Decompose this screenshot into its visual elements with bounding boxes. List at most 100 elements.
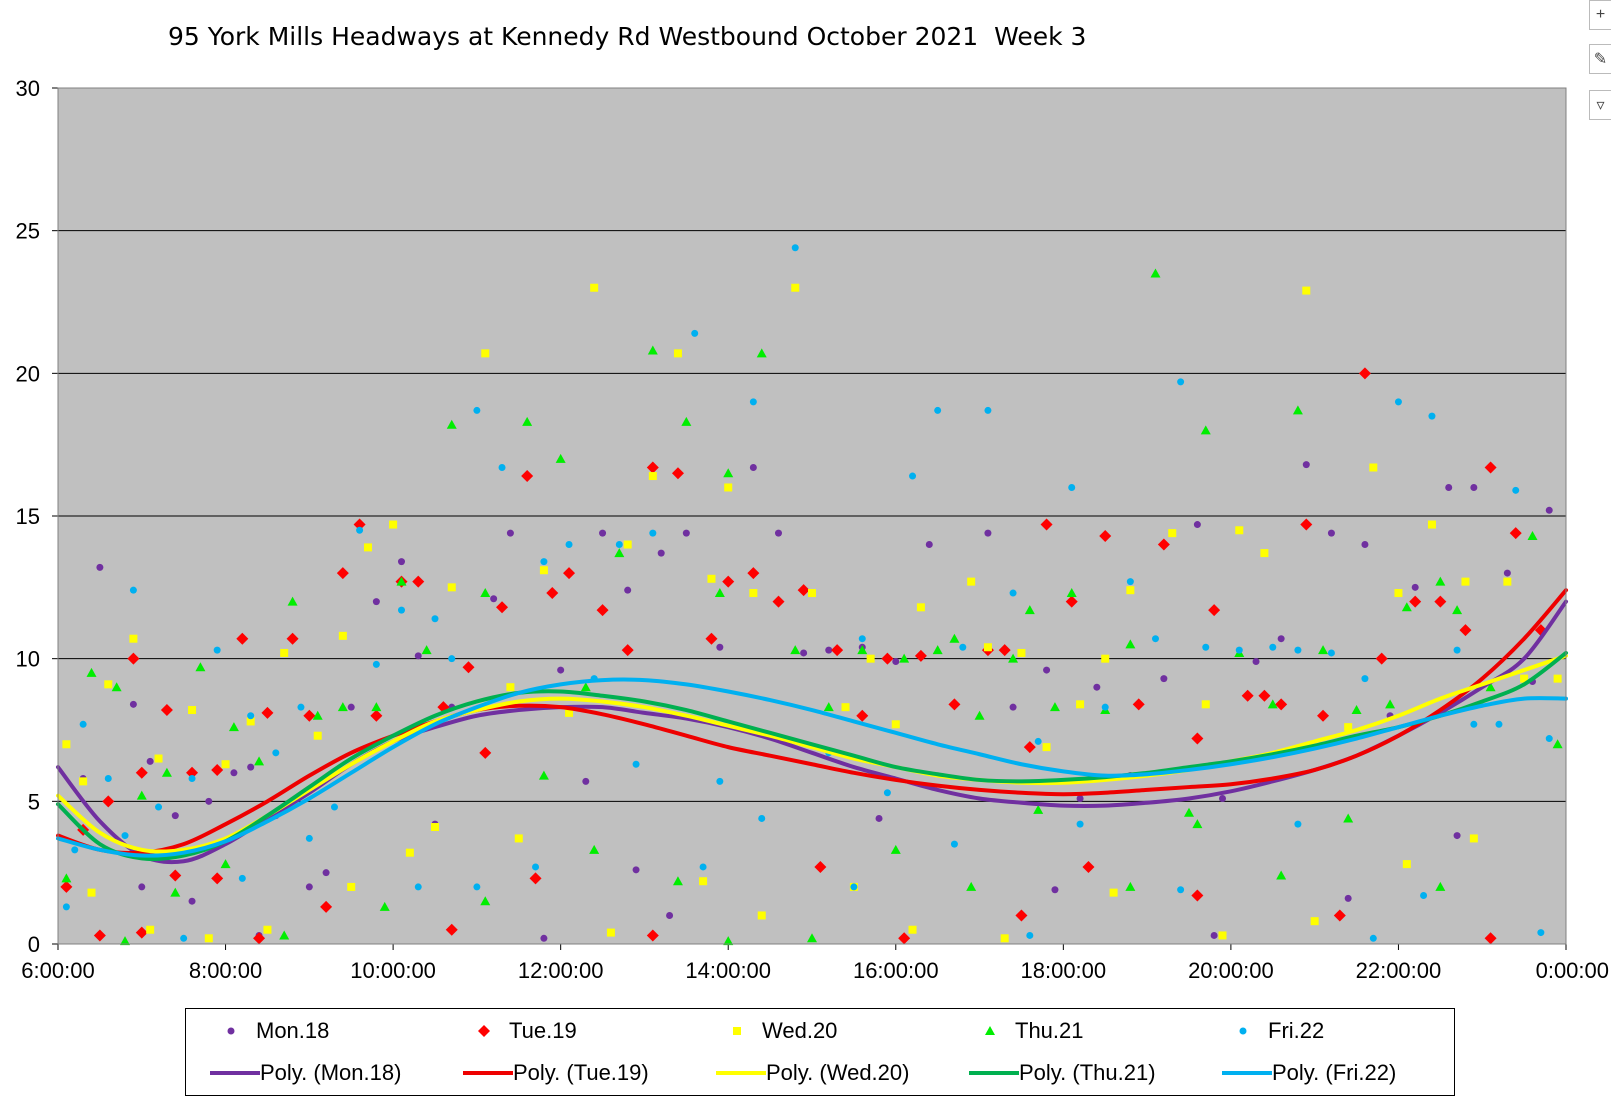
data-point bbox=[1428, 412, 1436, 420]
data-point bbox=[247, 763, 255, 771]
data-point bbox=[699, 877, 708, 886]
data-point bbox=[1068, 483, 1076, 491]
data-point bbox=[1292, 405, 1303, 415]
data-point bbox=[1252, 658, 1260, 666]
data-point bbox=[312, 710, 323, 720]
data-point bbox=[1459, 624, 1472, 637]
series-fri-22 bbox=[62, 244, 1553, 942]
data-point bbox=[473, 883, 481, 891]
data-point bbox=[79, 777, 88, 786]
data-point bbox=[62, 903, 70, 911]
data-point bbox=[881, 652, 894, 665]
data-point bbox=[1150, 268, 1161, 278]
data-point bbox=[529, 872, 542, 885]
data-point bbox=[1394, 398, 1402, 406]
data-point bbox=[1076, 820, 1084, 828]
data-point bbox=[347, 882, 356, 891]
data-point bbox=[1327, 649, 1335, 657]
data-point bbox=[925, 541, 933, 549]
y-tick-label: 5 bbox=[28, 789, 40, 814]
x-tick-label: 22:00:00 bbox=[1356, 958, 1442, 983]
data-point bbox=[1191, 732, 1204, 745]
data-point bbox=[757, 911, 766, 920]
data-point bbox=[672, 876, 683, 886]
data-point bbox=[646, 929, 659, 942]
data-point bbox=[856, 709, 869, 722]
data-point bbox=[899, 653, 910, 663]
data-point bbox=[1235, 526, 1244, 535]
data-point bbox=[1235, 646, 1243, 654]
data-point bbox=[532, 863, 540, 871]
data-point bbox=[1157, 538, 1170, 551]
data-point bbox=[1193, 521, 1201, 529]
data-point bbox=[909, 472, 917, 480]
brush-icon[interactable]: ✎ bbox=[1589, 44, 1611, 74]
data-point bbox=[563, 567, 576, 580]
x-tick-label: 6:00:00 bbox=[21, 958, 94, 983]
data-point bbox=[211, 763, 224, 776]
data-point bbox=[722, 575, 735, 588]
data-point bbox=[120, 936, 131, 946]
trendline-poly-fri-22 bbox=[56, 677, 1568, 858]
legend-label: Poly. (Fri.22) bbox=[1272, 1060, 1397, 1085]
data-point bbox=[1553, 674, 1562, 683]
data-point bbox=[934, 406, 942, 414]
data-point bbox=[998, 644, 1011, 657]
data-point bbox=[1177, 378, 1185, 386]
data-point bbox=[774, 529, 782, 537]
data-point bbox=[104, 680, 113, 689]
y-tick-label: 30 bbox=[16, 76, 40, 101]
data-point bbox=[414, 883, 422, 891]
data-point bbox=[389, 520, 398, 529]
data-point bbox=[724, 483, 733, 492]
data-point bbox=[984, 529, 992, 537]
data-point bbox=[320, 900, 333, 913]
legend-item: Poly. (Mon.18) bbox=[210, 1053, 401, 1093]
plus-icon[interactable]: + bbox=[1589, 0, 1611, 30]
data-point bbox=[891, 720, 900, 729]
data-point bbox=[1445, 483, 1453, 491]
data-point bbox=[431, 823, 439, 832]
data-point bbox=[723, 468, 734, 478]
data-point bbox=[857, 645, 868, 655]
data-point bbox=[397, 558, 405, 566]
legend-lines-row: Poly. (Mon.18) Poly. (Tue.19) Poly. (Wed.2… bbox=[186, 1053, 1454, 1093]
data-point bbox=[195, 662, 206, 672]
y-tick-label: 10 bbox=[16, 647, 40, 672]
data-point bbox=[673, 349, 682, 358]
data-point bbox=[1093, 683, 1101, 691]
data-point bbox=[1026, 931, 1034, 939]
data-point bbox=[1317, 709, 1330, 722]
data-point bbox=[61, 873, 72, 883]
data-point bbox=[1241, 689, 1254, 702]
filter-icon[interactable]: ▿ bbox=[1589, 90, 1611, 120]
data-point bbox=[565, 541, 573, 549]
data-point bbox=[875, 814, 883, 822]
data-point bbox=[1385, 699, 1396, 709]
data-point bbox=[1277, 635, 1285, 643]
data-point bbox=[1099, 529, 1112, 542]
data-point bbox=[959, 643, 967, 651]
data-point bbox=[540, 558, 548, 566]
data-point bbox=[974, 710, 985, 720]
data-point bbox=[714, 588, 725, 598]
data-point bbox=[448, 655, 456, 663]
data-point bbox=[446, 419, 457, 429]
data-point bbox=[1484, 932, 1497, 945]
x-tick-label: 12:00:00 bbox=[518, 958, 604, 983]
data-point bbox=[914, 649, 927, 662]
data-point bbox=[1484, 461, 1497, 474]
data-point bbox=[699, 863, 707, 871]
data-point bbox=[1509, 527, 1522, 540]
legend-item: Mon.18 bbox=[206, 1011, 329, 1051]
legend-marker-icon bbox=[459, 1011, 509, 1051]
data-point bbox=[372, 598, 380, 606]
data-point bbox=[186, 766, 199, 779]
data-point bbox=[171, 812, 179, 820]
data-point bbox=[540, 934, 548, 942]
data-point bbox=[305, 834, 313, 842]
data-point bbox=[236, 632, 249, 645]
data-point bbox=[1000, 934, 1009, 943]
legend-line-icon bbox=[716, 1071, 766, 1075]
data-point bbox=[1344, 723, 1353, 732]
